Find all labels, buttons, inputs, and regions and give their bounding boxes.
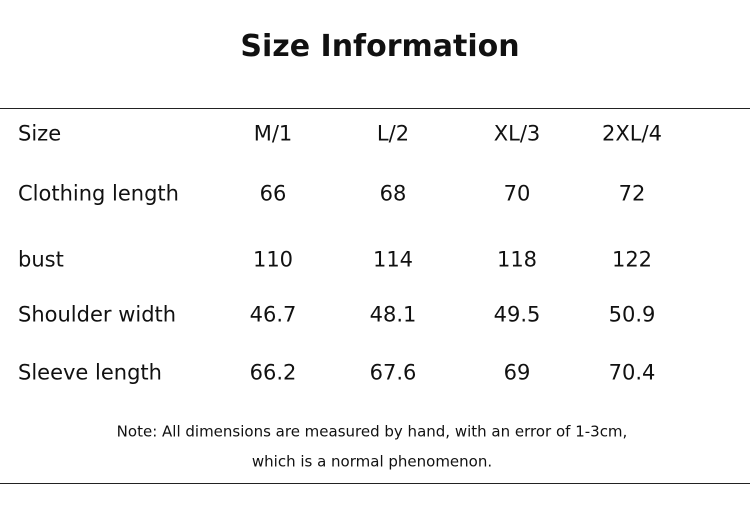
measure-cell: 48.1 <box>369 302 417 327</box>
measure-cell: 118 <box>496 247 538 272</box>
measure-cell: 50.9 <box>608 302 656 327</box>
measure-cell: 70.4 <box>608 360 656 385</box>
measure-cell: 66 <box>259 181 287 206</box>
measure-cell: 69 <box>503 360 531 385</box>
measure-cell: 66.2 <box>249 360 297 385</box>
measure-cell: 114 <box>372 247 414 272</box>
row-label: bust <box>18 247 64 272</box>
top-rule <box>0 108 750 109</box>
size-header: 2XL/4 <box>602 121 662 146</box>
measure-cell: 67.6 <box>369 360 417 385</box>
measure-cell: 110 <box>252 247 294 272</box>
measure-cell: 122 <box>611 247 653 272</box>
measure-cell: 70 <box>503 181 531 206</box>
row-label: Shoulder width <box>18 302 177 327</box>
measure-cell: 72 <box>618 181 646 206</box>
note-line: which is a normal phenomenon. <box>251 452 493 471</box>
measure-cell: 68 <box>379 181 407 206</box>
size-header: XL/3 <box>493 121 541 146</box>
measure-cell: 49.5 <box>493 302 541 327</box>
row-label: Sleeve length <box>18 360 162 385</box>
header-label: Size <box>18 121 62 146</box>
bottom-rule <box>0 483 750 484</box>
measure-cell: 46.7 <box>249 302 297 327</box>
size-header: L/2 <box>376 121 410 146</box>
row-label: Clothing length <box>18 181 179 206</box>
size-header: M/1 <box>253 121 293 146</box>
note-line: Note: All dimensions are measured by han… <box>116 422 628 441</box>
title: Size Information <box>240 29 520 64</box>
